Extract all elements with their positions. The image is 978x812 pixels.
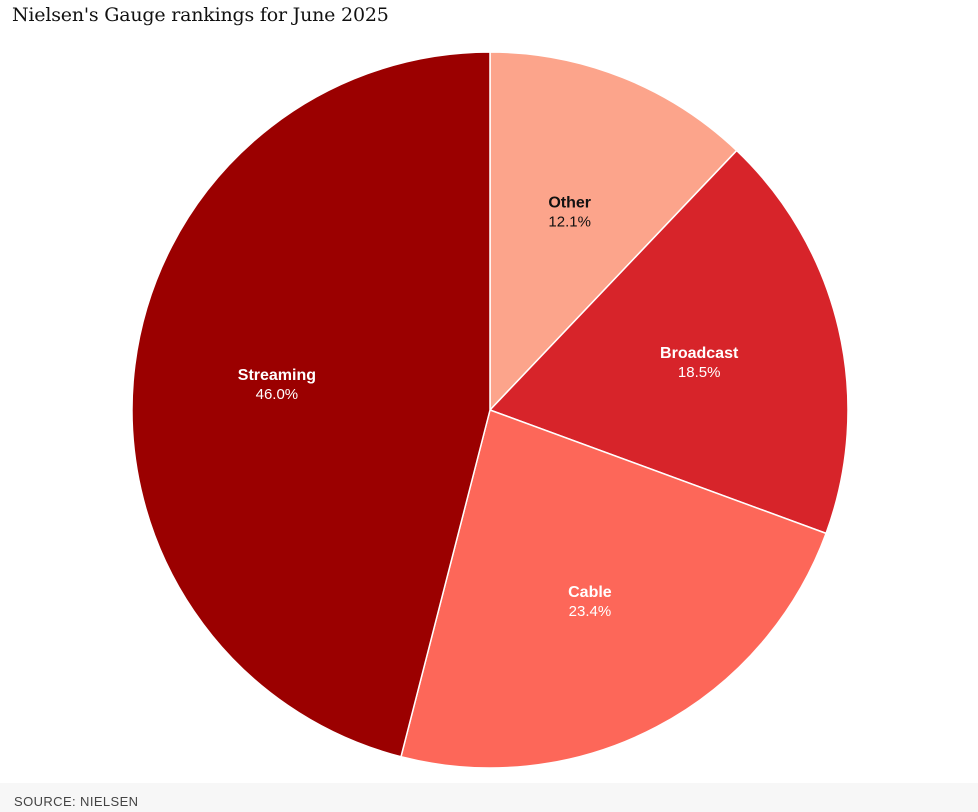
slice-label-cable: Cable: [568, 584, 612, 601]
pie-slice-other: [489, 51, 738, 411]
pie-slice-streaming: [131, 51, 491, 758]
slice-value-broadcast: 18.5%: [678, 364, 721, 381]
slice-value-cable: 23.4%: [569, 603, 612, 620]
pie-slice-broadcast: [489, 149, 849, 535]
slice-value-other: 12.1%: [548, 214, 591, 231]
slice-label-broadcast: Broadcast: [660, 345, 739, 362]
pie-chart: Other 12.1% Broadcast 18.5% Cable 23.4% Stream…: [131, 51, 849, 769]
pie-slice-cable: [400, 409, 827, 769]
chart-title: Nielsen's Gauge rankings for June 2025: [12, 4, 389, 26]
slice-label-other: Other: [548, 195, 591, 212]
footer-bar: [0, 783, 978, 812]
source-note: SOURCE: NIELSEN: [14, 794, 139, 809]
slice-value-streaming: 46.0%: [256, 386, 299, 403]
slice-label-streaming: Streaming: [238, 367, 316, 384]
